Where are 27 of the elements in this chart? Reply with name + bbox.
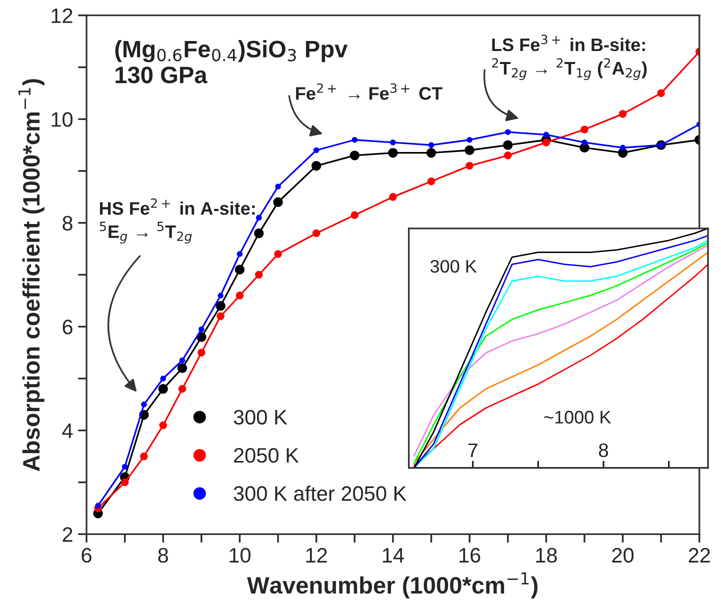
y-tick-label: 10	[52, 112, 73, 127]
text: LS Fe$^{3+}$ in B-site: $^{2}$T$_{2g}$ → $^{2}$T$_{1g}$ ($^{2}$A$_{2g}$)	[492, 34, 647, 80]
annotation: ~1000 K	[544, 410, 612, 424]
y-tick-label: 8	[62, 216, 72, 231]
y-axis-title: Absorption coefficient (1000*cm$^{−1}$)	[18, 79, 44, 472]
x-tick-label: 14	[382, 548, 404, 562]
x-axis-title: Wavenumber (1000*cm$^{−1}$)	[247, 572, 538, 598]
x-tick-label: 16	[460, 548, 480, 563]
legend-label: 300 K after 2050 K	[234, 486, 406, 501]
x-tick-label: 22	[688, 548, 710, 562]
x-tick-label: 18	[536, 548, 557, 563]
x-tick-label: 12	[306, 548, 327, 562]
y-tick-label: 6	[62, 320, 72, 334]
annotation: 300 K	[430, 260, 477, 273]
x-tick-label: 8	[158, 548, 168, 563]
y-tick-label: 12	[52, 8, 72, 23]
annotation: Fe$^{2+}$ → Fe$^{3+}$ CT	[296, 83, 442, 100]
x-tick-label: 6	[82, 548, 92, 563]
legend-label: 2050 K	[234, 448, 299, 463]
legend-label: 300 K	[234, 410, 288, 425]
text: HS Fe$^{2+}$ in A-site: $^{5}$E$_{g}$ → $^{5}$T$_{2g}$	[100, 198, 255, 244]
x-tick-label: 10	[230, 548, 251, 563]
y-tick-label: 2	[62, 527, 72, 542]
x-tick-label: 20	[612, 548, 634, 563]
y-tick-label: 4	[62, 424, 73, 438]
text: (Mg$_{0.6}$Fe$_{0.4}$)SiO$_{3}$ Ppv 130 GPa	[115, 40, 348, 84]
x-tick-label: 7	[468, 444, 478, 457]
